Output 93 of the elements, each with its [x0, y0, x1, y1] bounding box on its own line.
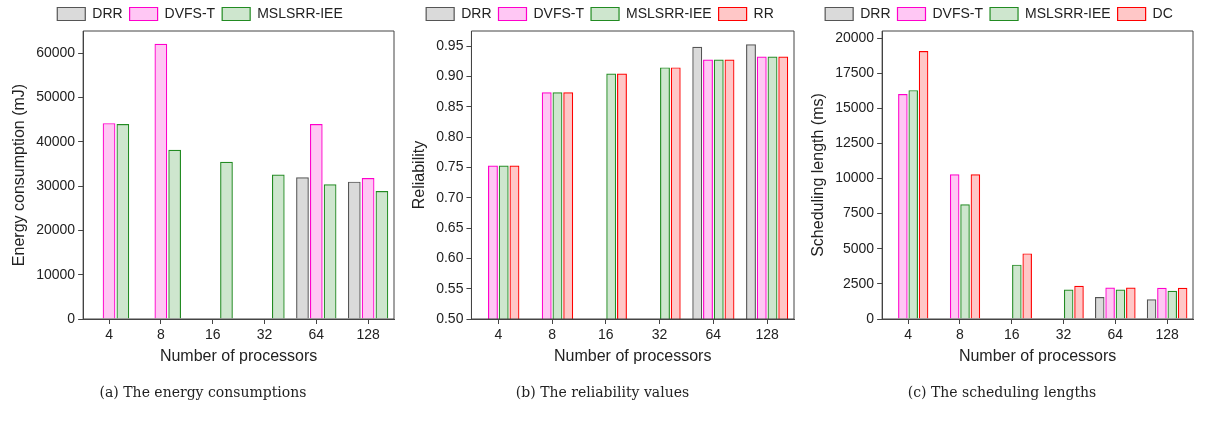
x-tick-label: 4	[904, 326, 913, 343]
legend-label: MSLSRR-IEE	[1025, 4, 1111, 21]
y-tick-label: 0.70	[435, 188, 464, 205]
y-tick-label: 15000	[835, 99, 875, 116]
bar	[220, 161, 233, 319]
y-axis-title: Energy consumption (mJ)	[10, 83, 28, 267]
legend-label: DRR	[92, 4, 123, 21]
x-tick-label: 16	[1003, 326, 1020, 343]
x-tick-label: 128	[356, 326, 380, 343]
y-tick-label: 50000	[36, 88, 76, 105]
x-tick-label: 8	[547, 326, 556, 343]
y-tick-label: 2500	[842, 274, 875, 291]
text: (a) The energy consumptions	[99, 384, 307, 400]
x-axis-title: Number of processors	[159, 346, 318, 364]
x-tick-label: 128	[1155, 326, 1179, 343]
x-axis-title: Number of processors	[553, 346, 711, 364]
x-tick-label: 8	[955, 326, 964, 343]
bar	[970, 174, 981, 319]
legend-label: RR	[753, 4, 774, 21]
x-tick-label: 4	[105, 326, 114, 343]
bar	[168, 149, 182, 319]
bar	[102, 123, 116, 319]
x-tick-label: 32	[651, 326, 668, 343]
y-tick-label: 0.85	[435, 97, 464, 114]
y-tick-label: 0.75	[435, 158, 464, 175]
bar	[1146, 299, 1157, 319]
y-tick-label: 0.60	[435, 249, 464, 266]
bar	[1022, 253, 1032, 319]
bar	[1167, 290, 1178, 319]
legend-label: DVFS-T	[932, 4, 984, 21]
legend-label: MSLSRR-IEE	[625, 4, 712, 21]
x-tick-label: 64	[705, 326, 721, 343]
bar	[1012, 264, 1022, 319]
y-tick-label: 10000	[36, 265, 76, 282]
bar	[1126, 287, 1136, 319]
y-tick-label: 10000	[835, 169, 875, 186]
bar	[1106, 288, 1114, 319]
x-axis-title: Number of processors	[958, 346, 1117, 364]
y-tick-label: 0.95	[435, 37, 464, 54]
legend-label: DC	[1152, 4, 1173, 21]
bar	[908, 90, 918, 319]
y-tick-label: 20000	[36, 221, 76, 238]
x-tick-label: 128	[754, 326, 779, 343]
x-tick-label: 8	[156, 326, 165, 343]
y-tick-label: 17500	[835, 64, 875, 81]
bar	[1115, 289, 1126, 319]
legend-label: MSLSRR-IEE	[257, 4, 343, 21]
y-tick-label: 0.55	[435, 279, 464, 296]
x-tick-label: 32	[1055, 326, 1072, 343]
bar	[309, 124, 323, 319]
legend-label: DRR	[460, 4, 492, 21]
x-tick-label: 16	[204, 326, 221, 343]
bar	[949, 174, 960, 319]
y-tick-label: 30000	[36, 176, 76, 193]
y-tick-label: 7500	[842, 204, 875, 221]
x-tick-label: 64	[1107, 326, 1124, 343]
bar	[323, 184, 337, 319]
y-tick-label: 20000	[835, 28, 875, 45]
x-tick-label: 16	[597, 326, 614, 343]
y-tick-label: 0.65	[435, 218, 464, 235]
y-axis-title: Scheduling length (ms)	[809, 93, 827, 257]
bar	[1094, 297, 1105, 319]
bar	[116, 124, 130, 319]
bar	[361, 178, 375, 319]
legend-label: DVFS-T	[164, 4, 216, 21]
bar	[1177, 287, 1188, 319]
y-tick-label: 0	[67, 309, 76, 326]
bar	[918, 50, 929, 319]
bar	[1063, 289, 1074, 319]
x-tick-label: 4	[493, 326, 502, 343]
legend-label: DVFS-T	[532, 4, 584, 21]
x-tick-label: 32	[256, 326, 273, 343]
y-tick-label: 0.90	[435, 67, 464, 84]
y-tick-label: 12500	[835, 134, 875, 151]
bar	[297, 178, 308, 319]
bar	[899, 95, 907, 319]
y-axis-title: Reliability	[409, 140, 427, 210]
text: (c) The scheduling lengths	[907, 384, 1097, 400]
bar	[1157, 287, 1167, 319]
y-tick-label: 5000	[842, 239, 875, 256]
bar	[1074, 285, 1084, 319]
bar	[154, 43, 168, 319]
x-tick-label: 64	[308, 326, 325, 343]
y-tick-label: 40000	[36, 132, 76, 149]
y-tick-label: 0.80	[435, 127, 464, 144]
bar	[271, 174, 285, 319]
y-tick-label: 0	[866, 309, 875, 326]
bar	[347, 181, 361, 319]
text: (b) The reliability values	[515, 384, 690, 400]
y-tick-label: 60000	[36, 44, 76, 61]
bar	[375, 190, 389, 319]
y-tick-label: 0.50	[435, 309, 464, 326]
legend-label: DRR	[860, 4, 891, 21]
